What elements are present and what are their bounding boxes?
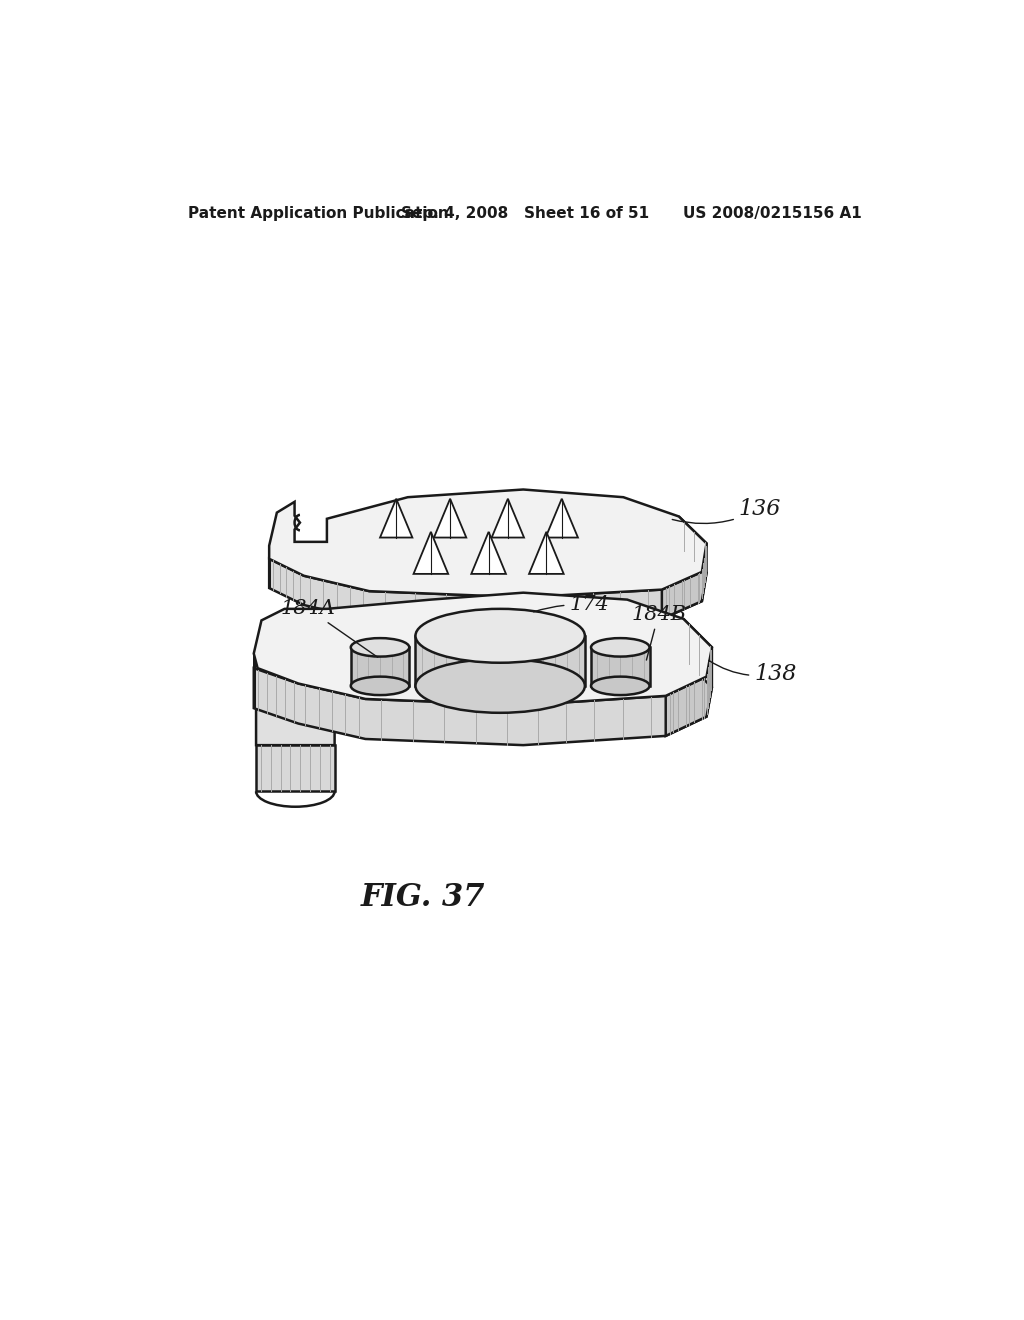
Ellipse shape: [416, 659, 585, 713]
Polygon shape: [471, 532, 506, 574]
Polygon shape: [380, 499, 413, 537]
Text: 174: 174: [534, 595, 609, 615]
Text: 138: 138: [709, 660, 797, 685]
Polygon shape: [414, 532, 449, 574]
Polygon shape: [254, 647, 712, 744]
Polygon shape: [434, 499, 466, 537]
Text: 184B: 184B: [631, 605, 686, 660]
Polygon shape: [416, 636, 585, 686]
Polygon shape: [269, 544, 707, 627]
Text: 136: 136: [672, 498, 781, 524]
Polygon shape: [546, 499, 578, 537]
Polygon shape: [662, 516, 707, 619]
Text: Patent Application Publication: Patent Application Publication: [188, 206, 450, 222]
Ellipse shape: [416, 609, 585, 663]
Text: 184A: 184A: [281, 599, 378, 657]
Polygon shape: [591, 647, 649, 686]
Polygon shape: [256, 700, 335, 744]
Text: US 2008/0215156 A1: US 2008/0215156 A1: [683, 206, 862, 222]
Text: Sep. 4, 2008   Sheet 16 of 51: Sep. 4, 2008 Sheet 16 of 51: [400, 206, 649, 222]
Ellipse shape: [591, 677, 649, 696]
Ellipse shape: [591, 638, 649, 656]
Ellipse shape: [351, 677, 410, 696]
Polygon shape: [351, 647, 410, 686]
Text: FIG. 37: FIG. 37: [360, 882, 485, 913]
Polygon shape: [269, 490, 707, 597]
Polygon shape: [492, 499, 524, 537]
Ellipse shape: [351, 638, 410, 656]
Polygon shape: [254, 593, 712, 705]
Polygon shape: [529, 532, 563, 574]
Polygon shape: [666, 619, 712, 737]
Polygon shape: [256, 744, 335, 792]
